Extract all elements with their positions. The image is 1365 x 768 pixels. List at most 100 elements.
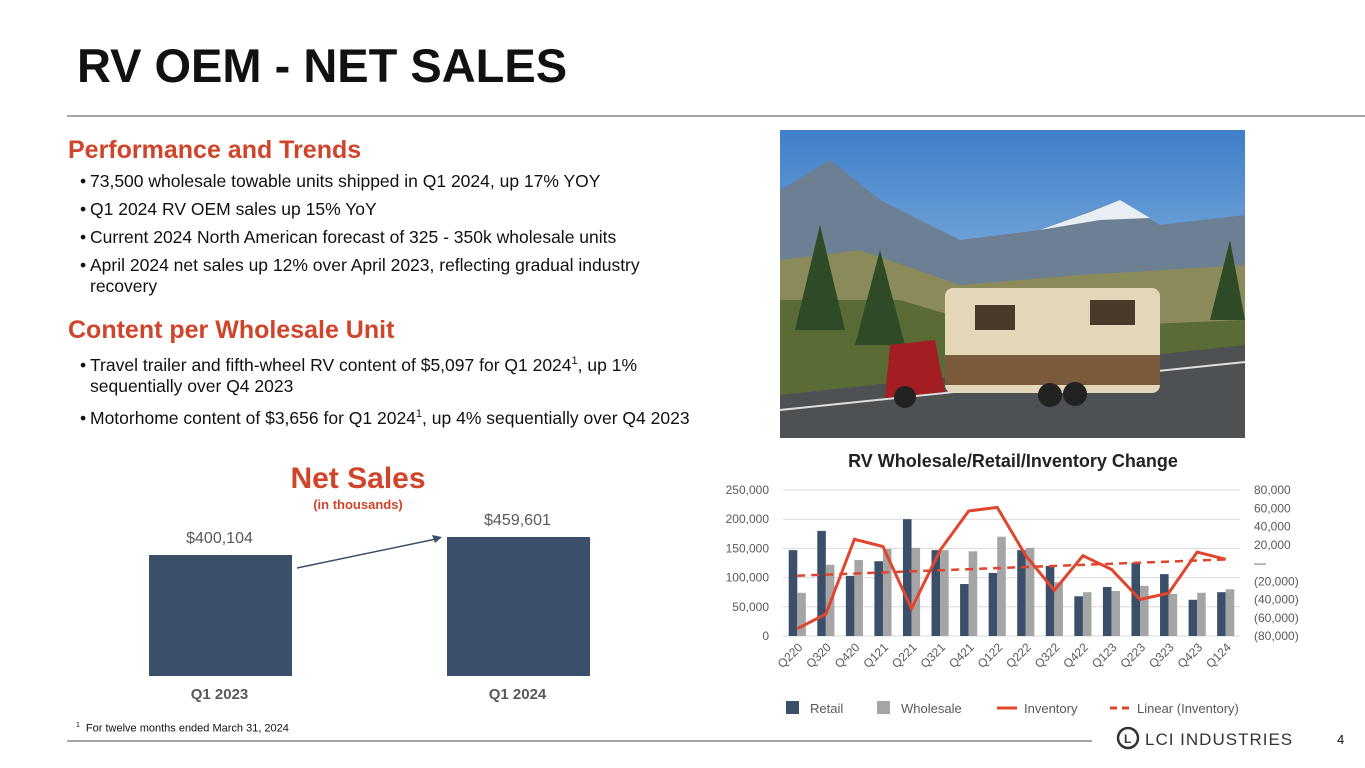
section-heading: Performance and Trends: [68, 136, 362, 164]
chart-title: Net Sales: [290, 462, 425, 495]
bar: [817, 530, 826, 636]
bar: [988, 572, 998, 636]
value-label: $400,104: [186, 530, 253, 547]
bar: [1017, 550, 1026, 636]
legend-label: Linear (Inventory): [1137, 701, 1239, 716]
y2-tick-label: (60,000): [1254, 611, 1299, 625]
slide-title: RV OEM - NET SALES: [77, 39, 568, 92]
bar: [1188, 599, 1198, 636]
x-tick-label: Q121: [860, 640, 891, 671]
y2-tick-label: —: [1254, 556, 1266, 570]
bar: [1217, 592, 1226, 636]
x-tick-label: Q321: [918, 640, 949, 671]
bullet-text: Travel trailer and fifth-wheel RV conten…: [90, 354, 572, 375]
bar: [1197, 592, 1206, 636]
bar: [940, 550, 949, 636]
footnote-mark: 1: [76, 722, 80, 729]
x-tick-label: Q222: [1003, 640, 1034, 671]
bar: [931, 550, 941, 636]
y2-tick-label: 60,000: [1254, 501, 1291, 515]
x-tick-label: Q423: [1175, 640, 1206, 671]
bar: [1111, 591, 1121, 636]
bar: [902, 519, 912, 636]
bar: [1225, 589, 1235, 636]
y2-tick-label: 80,000: [1254, 483, 1291, 497]
y2-tick-label: (20,000): [1254, 574, 1299, 588]
x-tick-label: Q422: [1060, 640, 1091, 671]
bar: [1160, 574, 1169, 636]
x-tick-label: Q1 2023: [191, 686, 249, 703]
bullet: • April 2024 net sales up 12% over April …: [80, 255, 640, 296]
section-heading: Content per Wholesale Unit: [68, 316, 395, 344]
x-tick-label: Q322: [1032, 640, 1063, 671]
y-tick-label: 250,000: [726, 483, 770, 497]
x-tick-label: Q320: [803, 640, 834, 671]
bar: [797, 592, 806, 636]
y2-tick-label: 40,000: [1254, 520, 1291, 534]
footnote-text: For twelve months ended March 31, 2024: [85, 722, 289, 735]
x-tick-label: Q220: [775, 640, 806, 671]
legend-swatch: [786, 701, 799, 714]
x-tick-label: Q123: [1089, 640, 1120, 671]
section: Content per Wholesale Unit • Travel trail…: [68, 316, 698, 436]
photo: [779, 130, 1246, 438]
bar: [1131, 563, 1141, 636]
bullet-text: Current 2024 North American forecast of …: [90, 227, 617, 247]
bullet-text: April 2024 net sales up 12% over April 2…: [90, 255, 640, 296]
svg-text:L: L: [1124, 732, 1131, 746]
bar: [1082, 592, 1092, 636]
x-tick-label: Q1 2024: [489, 686, 547, 703]
chart-subtitle: (in thousands): [313, 497, 403, 512]
logo: L LCI INDUSTRIES: [1116, 726, 1293, 750]
bar: [997, 536, 1006, 636]
bar: [882, 548, 892, 636]
y-tick-label: 100,000: [726, 571, 770, 585]
bar: [1054, 582, 1063, 636]
bullet: • 73,500 wholesale towable units shipped …: [80, 171, 601, 191]
superscript: 1: [415, 407, 423, 420]
x-tick-label: Q323: [1146, 640, 1177, 671]
page-number: 4: [1337, 732, 1344, 747]
y-tick-label: 0: [762, 629, 769, 643]
bar: [968, 551, 978, 636]
legend-label: Inventory: [1024, 701, 1078, 716]
logo-text: LCI INDUSTRIES: [1145, 730, 1293, 749]
bullet-text: , up 4% sequentially over Q4 2023: [422, 407, 690, 428]
y2-tick-label: 20,000: [1254, 538, 1291, 552]
section: Performance and Trends • 73,500 wholesale…: [68, 136, 698, 304]
bullet-list: • 73,500 wholesale towable units shipped …: [68, 171, 698, 297]
value-label: $459,601: [484, 512, 551, 529]
x-tick-label: Q124: [1203, 640, 1234, 671]
bar: [845, 575, 855, 636]
bar: [960, 584, 969, 636]
bar: [788, 550, 798, 636]
bullet-text: 73,500 wholesale towable units shipped i…: [90, 171, 601, 191]
bar: [911, 547, 921, 636]
superscript: 1: [571, 355, 578, 367]
y2-tick-label: (40,000): [1254, 593, 1299, 607]
bullet: • Current 2024 North American forecast of…: [80, 227, 617, 247]
x-tick-label: Q221: [889, 640, 920, 671]
bar: [1025, 547, 1035, 636]
bullet-text: Motorhome content of $3,656 for Q1 2024: [90, 407, 416, 428]
chart-title: RV Wholesale/Retail/Inventory Change: [848, 451, 1178, 471]
bullet-text: , up 1% sequentially over Q4 2023: [90, 354, 638, 396]
bullet: • Travel trailer and fifth-wheel RV conte…: [80, 354, 638, 396]
bar: [1102, 586, 1112, 636]
bullet: • Motorhome content of $3,656 for Q1 2024…: [80, 407, 690, 428]
legend-label: Retail: [810, 701, 843, 716]
y-tick-label: 200,000: [726, 512, 770, 526]
x-tick-label: Q223: [1117, 640, 1148, 671]
growth-arrow: [296, 538, 437, 569]
footnote: 1 For twelve months ended March 31, 2024: [76, 722, 289, 735]
bar: [1045, 565, 1055, 636]
line: [796, 505, 1227, 631]
y-tick-label: 150,000: [726, 541, 770, 555]
bar: [1074, 596, 1083, 636]
bar: [1168, 593, 1178, 636]
bullet-text: Q1 2024 RV OEM sales up 15% YoY: [90, 199, 377, 219]
bar: [1140, 585, 1149, 636]
bar: [854, 560, 863, 636]
x-tick-label: Q421: [946, 640, 977, 671]
